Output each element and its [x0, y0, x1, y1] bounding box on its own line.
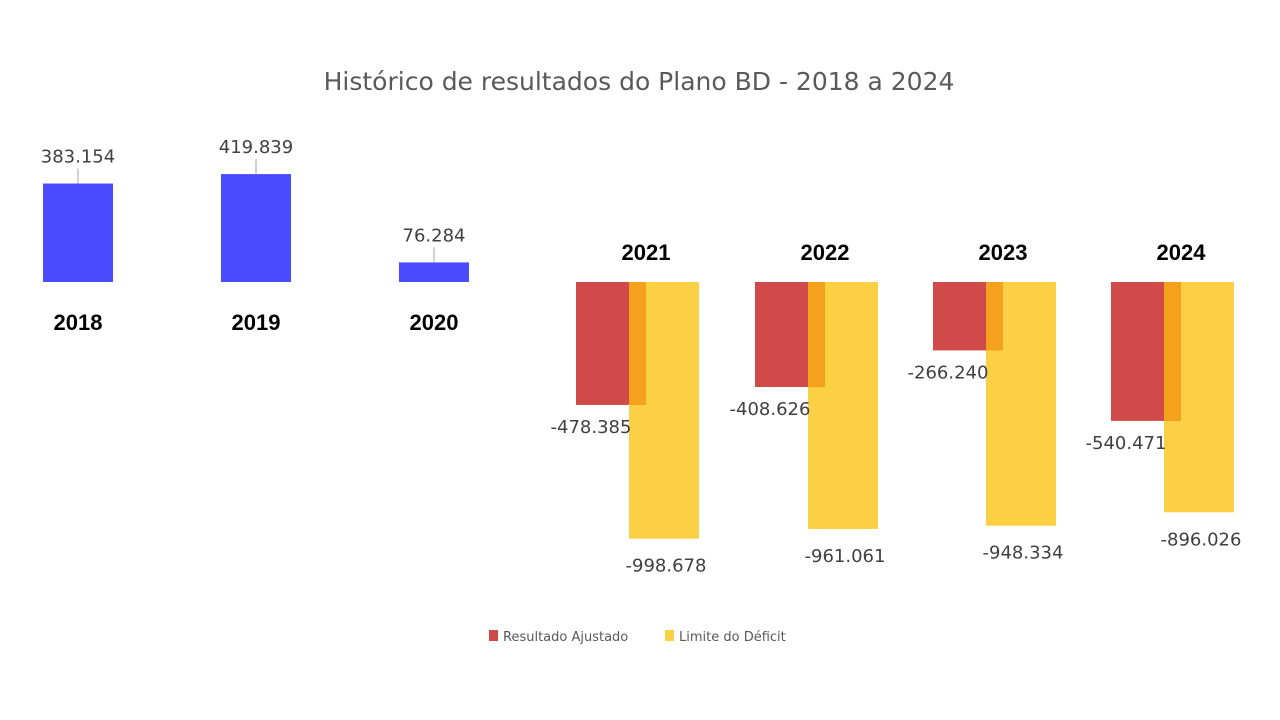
data-label-resultado-2021: -478.385	[551, 417, 632, 438]
year-label-2018: 2018	[54, 310, 103, 335]
data-label-limite-2023: -948.334	[983, 543, 1064, 564]
data-label-resultado-2018: 383.154	[41, 147, 115, 168]
year-label-2024: 2024	[1157, 240, 1207, 265]
bar-resultado-2020	[399, 262, 469, 282]
year-label-2023: 2023	[979, 240, 1028, 265]
data-label-limite-2024: -896.026	[1161, 529, 1242, 550]
legend-label-limite: Limite do Déficit	[679, 630, 786, 645]
year-label-2019: 2019	[232, 310, 281, 335]
data-label-resultado-2024: -540.471	[1086, 433, 1167, 454]
bar-overlap-2021	[629, 282, 646, 405]
data-label-limite-2021: -998.678	[626, 556, 707, 577]
bar-overlap-2023	[986, 282, 1003, 351]
data-label-resultado-2023: -266.240	[908, 362, 989, 383]
year-label-2022: 2022	[801, 240, 850, 265]
data-label-resultado-2019: 419.839	[219, 137, 293, 158]
data-label-resultado-2020: 76.284	[403, 225, 466, 246]
data-label-resultado-2022: -408.626	[730, 399, 811, 420]
chart-marks: 383.154 2018 419.839 2019 76.284 2020 2021 -478…	[41, 137, 1242, 577]
bar-resultado-2019	[221, 174, 291, 282]
bar-overlap-2022	[808, 282, 825, 388]
legend-swatch-limite	[665, 630, 674, 641]
year-label-2021: 2021	[622, 240, 671, 265]
data-label-limite-2022: -961.061	[805, 546, 886, 567]
legend-swatch-resultado	[489, 630, 498, 641]
chart-title: Histórico de resultados do Plano BD - 20…	[324, 67, 955, 96]
year-label-2020: 2020	[410, 310, 459, 335]
chart-legend: Resultado Ajustado Limite do Déficit	[489, 630, 786, 645]
legend-label-resultado: Resultado Ajustado	[503, 630, 628, 645]
bar-overlap-2024	[1164, 282, 1181, 421]
bar-resultado-2018	[43, 183, 113, 282]
